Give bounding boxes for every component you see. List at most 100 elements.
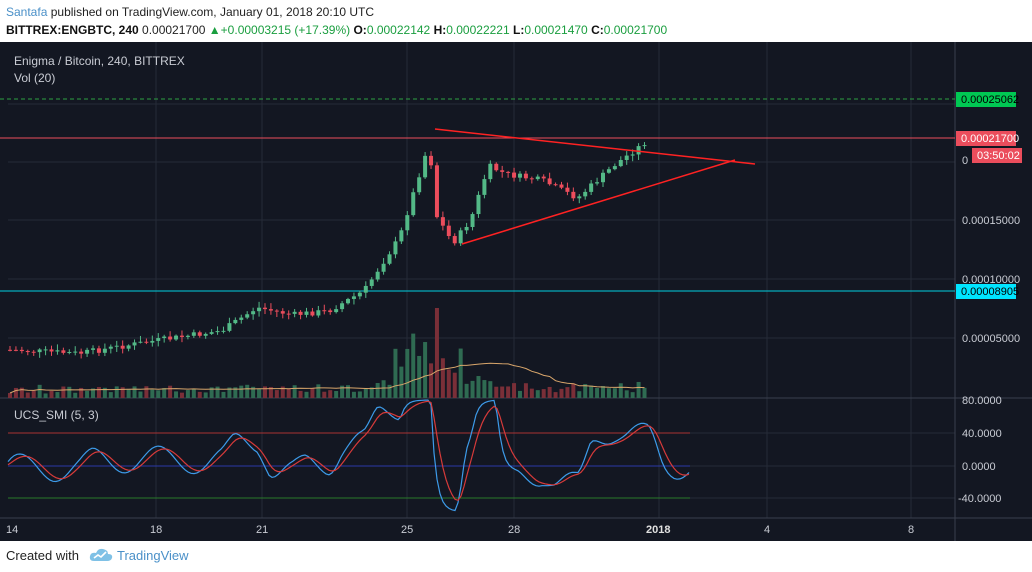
volume-bar bbox=[191, 389, 196, 398]
volume-bar bbox=[583, 384, 588, 398]
candle bbox=[168, 336, 173, 340]
created-with-text: Created with bbox=[6, 548, 79, 563]
volume-bar bbox=[49, 390, 54, 398]
time-tick-label-year: 2018 bbox=[646, 524, 670, 536]
candle bbox=[363, 285, 368, 293]
publish-line: Santafa published on TradingView.com, Ja… bbox=[6, 5, 374, 19]
volume-bar bbox=[310, 388, 315, 398]
candle bbox=[37, 349, 42, 353]
volume-bar bbox=[577, 391, 582, 398]
volume-bar bbox=[565, 387, 570, 398]
volume-bar bbox=[61, 386, 66, 398]
volume-bar bbox=[91, 388, 96, 398]
price-tick-label: 0.00010000 bbox=[962, 274, 1020, 286]
candle bbox=[67, 351, 72, 353]
volume-bar bbox=[494, 386, 499, 398]
candle bbox=[541, 176, 546, 179]
candle bbox=[316, 310, 321, 316]
candle bbox=[221, 330, 226, 332]
candle bbox=[464, 226, 469, 231]
osc-tick-label: 80.0000 bbox=[962, 395, 1002, 407]
candle bbox=[292, 311, 297, 314]
candle bbox=[411, 192, 416, 216]
candle bbox=[595, 182, 600, 184]
chart-area[interactable]: Enigma / Bitcoin, 240, BITTREX Vol (20) … bbox=[0, 42, 1032, 541]
volume-bar bbox=[162, 388, 167, 398]
volume-bar bbox=[185, 390, 190, 398]
smi-k-line bbox=[7, 399, 690, 512]
smi-d-line bbox=[7, 400, 690, 502]
candle bbox=[612, 166, 617, 170]
volume-bar bbox=[595, 387, 600, 398]
volume-bar bbox=[375, 383, 380, 398]
volume-bar bbox=[227, 387, 232, 398]
candle bbox=[108, 346, 113, 349]
candle bbox=[13, 349, 18, 351]
candle bbox=[375, 271, 380, 280]
candle bbox=[233, 319, 238, 324]
volume-bar bbox=[262, 386, 267, 398]
candle bbox=[440, 217, 445, 226]
volume-bar bbox=[114, 386, 119, 398]
volume-bar bbox=[346, 385, 351, 398]
candle bbox=[245, 314, 250, 318]
chart-svg[interactable]: Enigma / Bitcoin, 240, BITTREX Vol (20) … bbox=[0, 42, 1032, 541]
volume-bar bbox=[612, 388, 617, 398]
volume-bar bbox=[286, 388, 291, 398]
volume-bars bbox=[8, 308, 647, 398]
volume-bar bbox=[257, 388, 262, 398]
tradingview-cloud-icon[interactable] bbox=[88, 546, 114, 567]
candle bbox=[369, 279, 374, 286]
candle bbox=[470, 214, 475, 227]
candle bbox=[49, 349, 54, 352]
candle bbox=[174, 335, 179, 340]
volume-bar bbox=[399, 366, 404, 398]
author-link[interactable]: Santafa bbox=[6, 5, 48, 19]
volume-bar bbox=[168, 385, 173, 398]
change-value: +0.00003215 (+17.39%) bbox=[220, 23, 351, 37]
candle bbox=[476, 194, 481, 215]
volume-bar bbox=[458, 348, 463, 398]
candle bbox=[624, 155, 629, 161]
volume-bar bbox=[251, 386, 256, 398]
candle bbox=[535, 176, 540, 180]
price-tag-cyan: 0.00008905 bbox=[961, 286, 1019, 298]
volume-bar bbox=[25, 392, 30, 398]
high-value: 0.00022221 bbox=[446, 23, 510, 37]
publish-header: Santafa published on TradingView.com, Ja… bbox=[0, 0, 1032, 42]
close-value: 0.00021700 bbox=[603, 23, 668, 37]
triangle-upper-line[interactable] bbox=[434, 128, 756, 165]
candle bbox=[417, 177, 422, 193]
triangle-lower-line[interactable] bbox=[461, 159, 736, 245]
volume-bar bbox=[179, 392, 184, 398]
candle bbox=[547, 178, 552, 185]
price-tag-green: 0.00025062 bbox=[961, 94, 1019, 106]
candle bbox=[43, 349, 48, 351]
osc-tick-label: -40.0000 bbox=[958, 493, 1001, 505]
price-tag-cyan-bg bbox=[956, 284, 1016, 299]
candle bbox=[334, 309, 339, 313]
price-tick-label: 0.00005000 bbox=[962, 333, 1020, 345]
high-label: H: bbox=[433, 23, 447, 37]
candle bbox=[120, 345, 125, 349]
price-tick-label: 0.00015000 bbox=[962, 215, 1020, 227]
price-tag-timer: 03:50:02 bbox=[977, 150, 1020, 162]
candle bbox=[150, 340, 155, 343]
time-tick-label: 18 bbox=[150, 524, 162, 536]
volume-bar bbox=[411, 333, 416, 398]
volume-bar bbox=[340, 385, 345, 398]
candle bbox=[381, 263, 386, 272]
volume-bar bbox=[55, 392, 60, 398]
triangle-pattern[interactable] bbox=[434, 128, 756, 245]
volume-bar bbox=[322, 391, 327, 398]
time-tick-label: 8 bbox=[908, 524, 914, 536]
candle bbox=[185, 335, 190, 337]
candle bbox=[458, 230, 463, 244]
candle bbox=[227, 323, 232, 331]
volume-bar bbox=[535, 390, 540, 398]
volume-bar bbox=[423, 342, 428, 398]
candle bbox=[310, 311, 315, 316]
candle bbox=[512, 172, 517, 178]
tradingview-link[interactable]: TradingView bbox=[117, 548, 189, 563]
candle bbox=[31, 351, 36, 353]
